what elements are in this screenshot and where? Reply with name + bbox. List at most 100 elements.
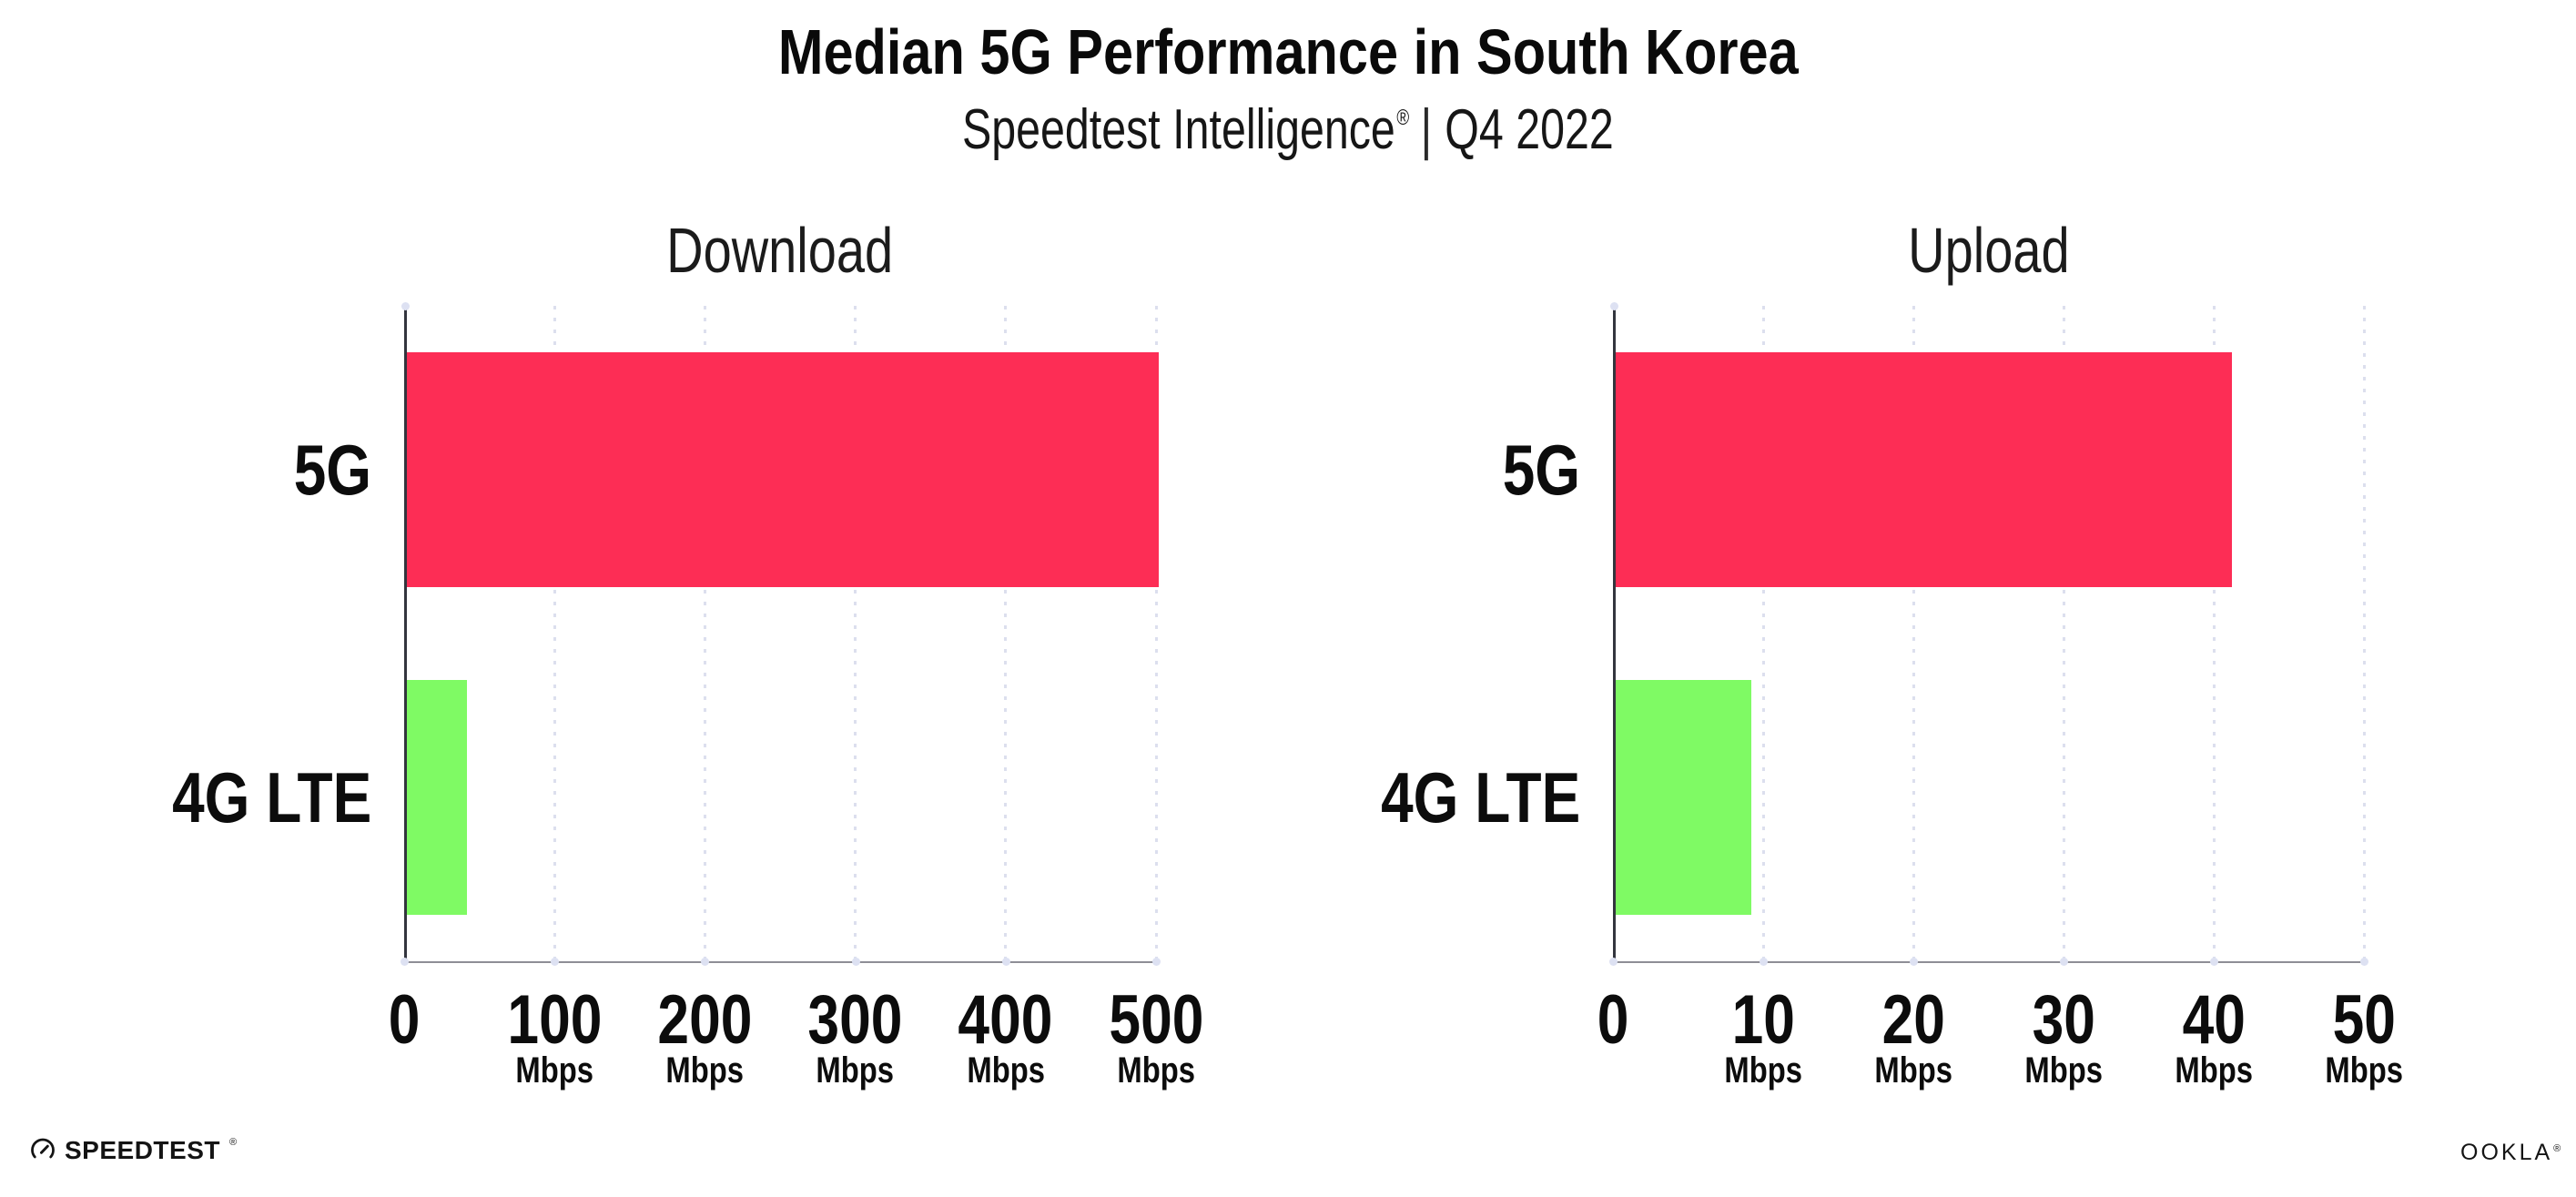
x-tick-value: 30 <box>2032 981 2095 1059</box>
x-tick-value: 0 <box>388 981 421 1059</box>
category-label-4g-lte: 4G LTE <box>1171 756 1580 839</box>
x-axis-tick-dot <box>2360 958 2368 966</box>
speedtest-gauge-icon <box>31 1138 55 1159</box>
x-tick-label-300: 300 <box>756 981 956 1059</box>
page-subtitle-text: Speedtest Intelligence® | Q4 2022 <box>962 91 1614 181</box>
gridline-400 <box>1004 306 1008 961</box>
x-tick-value: 200 <box>657 981 753 1059</box>
x-axis-tick-dot <box>401 958 409 966</box>
y-axis-top-dot <box>1610 302 1618 310</box>
category-label-text: 4G LTE <box>171 757 371 837</box>
x-axis-tick-dot <box>1609 958 1618 966</box>
category-label-5g: 5G <box>0 428 371 512</box>
gridline-500 <box>1154 306 1158 961</box>
gridline-300 <box>854 306 857 961</box>
registered-mark-icon: ® <box>1396 106 1410 130</box>
page-title-text: Median 5G Performance in South Korea <box>777 16 1799 87</box>
category-label-text: 5G <box>1502 430 1580 510</box>
x-axis <box>1613 961 2364 963</box>
x-axis-tick-dot <box>851 958 860 966</box>
gridline-50 <box>2362 306 2366 961</box>
x-axis-tick-dot <box>2210 958 2218 966</box>
x-tick-unit-text: Mbps <box>665 1050 745 1090</box>
subtitle-separator: | <box>1420 98 1433 161</box>
x-tick-value: 100 <box>507 981 603 1059</box>
speedtest-logo: SPEEDTEST ® <box>29 1136 238 1165</box>
x-axis <box>404 961 1156 963</box>
x-axis-tick-dot <box>1760 958 1768 966</box>
x-tick-unit-text: Mbps <box>2175 1050 2253 1090</box>
category-label-4g-lte: 4G LTE <box>0 756 371 839</box>
ookla-logo: OOKLA® <box>2460 1140 2562 1166</box>
x-tick-value: 500 <box>1109 981 1203 1059</box>
x-tick-label-200: 200 <box>604 981 805 1059</box>
x-tick-label-400: 400 <box>906 981 1106 1059</box>
x-tick-unit-text: Mbps <box>515 1050 594 1090</box>
speedtest-wordmark: SPEEDTEST <box>65 1136 220 1164</box>
x-tick-unit-text: Mbps <box>1117 1050 1195 1090</box>
chart-title-text: Download <box>666 215 894 286</box>
x-tick-value: 40 <box>2182 981 2246 1059</box>
ookla-registered-icon: ® <box>2553 1143 2564 1154</box>
chart-title-text: Upload <box>1907 215 2070 286</box>
x-axis-tick-dot <box>2060 958 2068 966</box>
x-tick-unit-10: Mbps <box>1663 1050 1863 1090</box>
x-tick-label-20: 20 <box>1813 981 2013 1059</box>
page-title: Median 5G Performance in South Korea <box>0 15 2576 89</box>
category-label-text: 5G <box>293 430 371 510</box>
category-label-5g: 5G <box>1171 428 1580 512</box>
page-subtitle: Speedtest Intelligence® | Q4 2022 <box>0 91 2576 181</box>
x-tick-value: 300 <box>807 981 903 1059</box>
x-tick-value: 20 <box>1881 981 1945 1059</box>
x-tick-value: 400 <box>958 981 1053 1059</box>
x-tick-label-100: 100 <box>454 981 654 1059</box>
x-tick-label-30: 30 <box>1963 981 2164 1059</box>
x-tick-value: 10 <box>1731 981 1795 1059</box>
y-axis <box>404 306 407 961</box>
x-tick-label-50: 50 <box>2264 986 2464 1055</box>
x-tick-unit-20: Mbps <box>1813 1050 2013 1090</box>
x-tick-unit-400: Mbps <box>906 1050 1106 1090</box>
x-tick-unit-text: Mbps <box>2325 1050 2403 1090</box>
x-axis-tick-dot <box>701 958 710 966</box>
bar-5g-upload <box>1616 352 2232 587</box>
x-tick-unit-50: Mbps <box>2264 1050 2464 1090</box>
x-axis-tick-dot <box>551 958 560 966</box>
gridline-100 <box>553 306 556 961</box>
x-tick-unit-text: Mbps <box>2024 1050 2103 1090</box>
x-tick-unit-30: Mbps <box>1963 1050 2164 1090</box>
y-axis-top-dot <box>401 302 410 310</box>
y-axis <box>1613 306 1616 961</box>
x-tick-unit-300: Mbps <box>756 1050 956 1090</box>
x-tick-unit-40: Mbps <box>2114 1050 2314 1090</box>
x-axis-tick-dot <box>1152 958 1161 966</box>
x-axis-tick-dot <box>1001 958 1010 966</box>
x-tick-unit-500: Mbps <box>1056 1050 1256 1090</box>
bar-5g-download <box>407 352 1159 587</box>
x-tick-label-500: 500 <box>1056 981 1256 1059</box>
chart-title-download: Download <box>404 217 1156 284</box>
x-tick-unit-200: Mbps <box>604 1050 805 1090</box>
x-tick-label-10: 10 <box>1663 981 1863 1059</box>
gridline-30 <box>2062 306 2065 961</box>
x-tick-unit-text: Mbps <box>816 1050 895 1090</box>
subtitle-period: Q4 2022 <box>1445 98 1614 161</box>
ookla-wordmark: OOKLA <box>2460 1140 2553 1165</box>
x-tick-value: 0 <box>1597 981 1629 1059</box>
x-tick-label-40: 40 <box>2114 981 2314 1059</box>
x-tick-unit-text: Mbps <box>966 1050 1045 1090</box>
bar-4g-lte-download <box>407 680 468 915</box>
speedtest-registered-icon: ® <box>228 1137 238 1148</box>
gridline-20 <box>1912 306 1915 961</box>
x-tick-unit-text: Mbps <box>1724 1050 1802 1090</box>
chart-title-upload: Upload <box>1613 217 2364 284</box>
x-tick-unit-100: Mbps <box>454 1050 654 1090</box>
x-axis-tick-dot <box>1910 958 1918 966</box>
bar-4g-lte-upload <box>1616 680 1751 915</box>
gridline-10 <box>1761 306 1765 961</box>
category-label-text: 4G LTE <box>1380 757 1580 837</box>
subtitle-brand: Speedtest Intelligence <box>962 98 1395 161</box>
x-tick-label-0: 0 <box>1513 981 1713 1059</box>
x-tick-label-0: 0 <box>304 981 504 1059</box>
x-tick-unit-text: Mbps <box>1874 1050 1952 1090</box>
